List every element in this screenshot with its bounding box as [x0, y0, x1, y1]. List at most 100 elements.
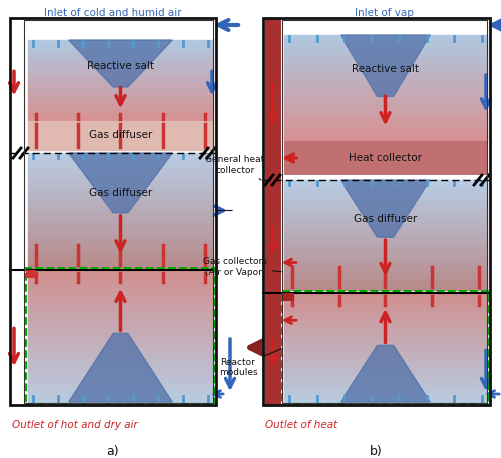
Bar: [284, 40, 487, 43]
Bar: [28, 352, 213, 356]
Bar: [28, 256, 213, 259]
Text: Reactor
modules: Reactor modules: [219, 349, 282, 377]
Text: Heat collector: Heat collector: [349, 153, 422, 163]
Bar: [28, 359, 213, 362]
Bar: [28, 98, 213, 101]
Bar: [28, 242, 213, 245]
Bar: [263, 18, 490, 405]
Text: Gas diffuser: Gas diffuser: [89, 131, 152, 141]
Bar: [284, 141, 487, 175]
Bar: [28, 382, 213, 386]
Bar: [28, 187, 213, 191]
Bar: [284, 375, 487, 377]
Bar: [284, 38, 487, 40]
Bar: [28, 156, 213, 159]
Bar: [284, 273, 487, 276]
Bar: [284, 380, 487, 383]
Bar: [284, 75, 487, 77]
Bar: [28, 97, 213, 99]
Bar: [284, 191, 487, 194]
Text: b): b): [370, 445, 383, 458]
Bar: [284, 271, 487, 273]
Bar: [24, 20, 213, 403]
Bar: [28, 103, 213, 105]
Bar: [284, 331, 487, 334]
Bar: [284, 240, 487, 243]
Bar: [28, 88, 213, 91]
Bar: [28, 310, 213, 313]
Bar: [284, 350, 487, 353]
Bar: [284, 282, 487, 284]
Bar: [28, 376, 213, 379]
Bar: [284, 287, 487, 290]
Polygon shape: [341, 180, 430, 237]
Bar: [28, 60, 213, 62]
Bar: [28, 76, 213, 78]
Text: Gas diffuser: Gas diffuser: [89, 188, 152, 198]
Text: a): a): [107, 445, 119, 458]
Bar: [28, 52, 213, 54]
Bar: [28, 68, 213, 71]
Bar: [284, 104, 487, 107]
Bar: [284, 334, 487, 337]
Bar: [28, 114, 213, 117]
Bar: [284, 112, 487, 114]
Bar: [28, 270, 213, 273]
Bar: [28, 369, 213, 372]
Bar: [284, 284, 487, 287]
Bar: [28, 230, 213, 234]
Bar: [284, 199, 487, 202]
Bar: [28, 193, 213, 196]
Bar: [28, 58, 213, 60]
Bar: [28, 303, 213, 306]
Bar: [284, 53, 487, 56]
Bar: [28, 313, 213, 316]
Bar: [28, 111, 213, 113]
Bar: [284, 66, 487, 70]
Bar: [284, 353, 487, 356]
Bar: [284, 77, 487, 80]
Bar: [28, 322, 213, 326]
Bar: [284, 218, 487, 221]
Bar: [284, 59, 487, 61]
Bar: [28, 316, 213, 320]
Bar: [28, 262, 213, 265]
Bar: [28, 276, 213, 280]
Bar: [284, 304, 487, 306]
Text: Inlet of cold and humid air: Inlet of cold and humid air: [44, 8, 182, 18]
Bar: [284, 93, 487, 96]
Bar: [28, 190, 213, 193]
Bar: [28, 333, 213, 336]
Bar: [28, 286, 213, 290]
Bar: [284, 133, 487, 136]
Bar: [282, 293, 294, 301]
Bar: [28, 40, 213, 42]
Bar: [28, 179, 213, 182]
Bar: [28, 233, 213, 236]
Bar: [284, 369, 487, 372]
Bar: [28, 50, 213, 52]
Bar: [284, 393, 487, 397]
Bar: [284, 127, 487, 131]
Bar: [28, 176, 213, 179]
Bar: [284, 48, 487, 51]
Bar: [284, 339, 487, 342]
Bar: [28, 205, 213, 207]
Bar: [284, 227, 487, 229]
Bar: [28, 101, 213, 103]
Bar: [284, 254, 487, 257]
Bar: [28, 210, 213, 213]
Bar: [284, 386, 487, 388]
Bar: [284, 61, 487, 64]
Text: Outlet of hot and dry air: Outlet of hot and dry air: [12, 420, 138, 430]
Bar: [28, 253, 213, 256]
Bar: [284, 358, 487, 361]
Bar: [28, 64, 213, 66]
Bar: [284, 96, 487, 98]
Bar: [28, 273, 213, 277]
Bar: [28, 289, 213, 293]
Bar: [284, 117, 487, 120]
Bar: [28, 362, 213, 365]
Bar: [28, 196, 213, 199]
Text: Inlet of vap: Inlet of vap: [355, 8, 414, 18]
